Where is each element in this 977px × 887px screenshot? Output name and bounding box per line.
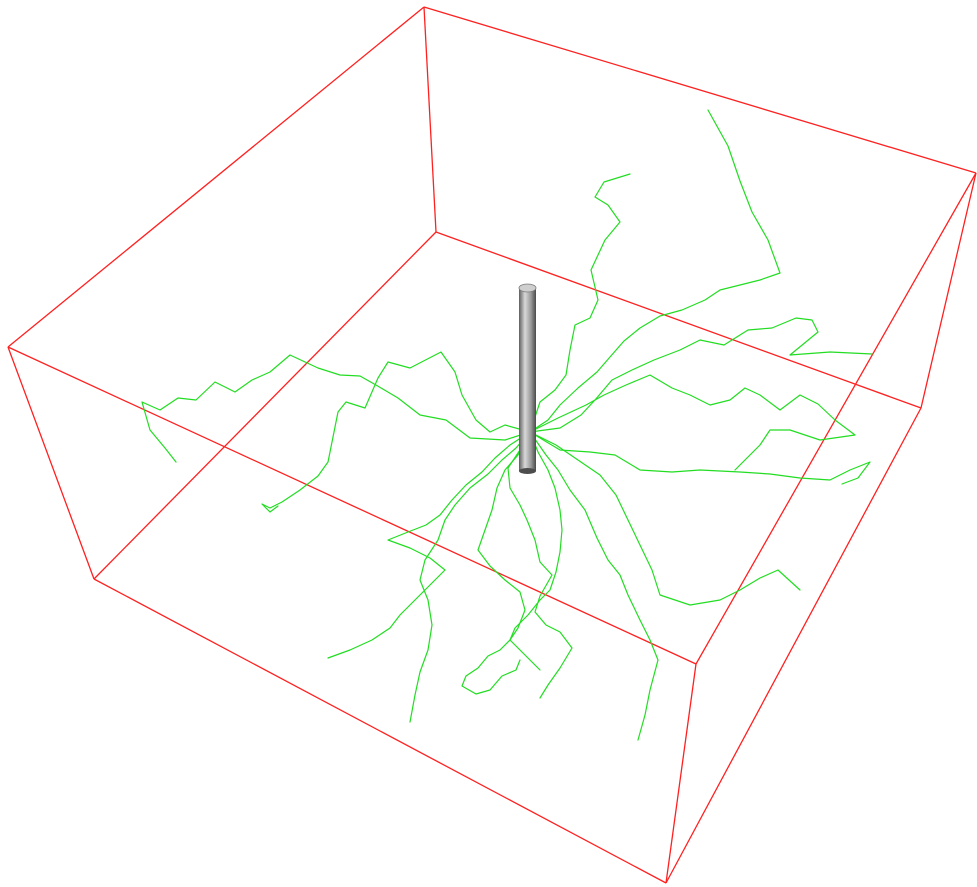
walk-path <box>327 431 531 659</box>
box-edge-top-front-right <box>695 172 977 665</box>
walk-path <box>529 431 801 606</box>
box-edge-top-front-left <box>7 346 697 665</box>
rod-top-cap <box>518 283 537 293</box>
box-edge-vertical-back <box>423 6 437 233</box>
walk-path <box>509 431 563 671</box>
walk-path <box>409 431 531 723</box>
box-edge-vertical-front <box>665 663 697 884</box>
walk-path <box>529 317 873 433</box>
random-walk-paths <box>141 109 873 741</box>
box-edge-bottom-front-right <box>665 407 922 884</box>
walk-path <box>529 431 659 741</box>
rod-bottom-cap <box>519 468 536 474</box>
walk-path <box>507 431 573 699</box>
box-edge-bottom-front-left <box>93 578 667 884</box>
walk-path <box>529 431 871 485</box>
rod-body <box>519 288 536 471</box>
box-edge-top-back-right <box>423 6 977 174</box>
box-edge-vertical-left <box>7 346 95 580</box>
box-edge-top-back-left <box>7 6 425 348</box>
bounding-box <box>7 6 977 884</box>
walk-path <box>529 109 781 433</box>
walk-path <box>261 351 531 513</box>
walk-path <box>529 374 856 471</box>
walk-path <box>529 173 631 433</box>
central-rod <box>518 283 537 474</box>
walk-path <box>141 354 531 463</box>
box-edge-vertical-right <box>920 172 977 409</box>
box-edge-bottom-back-right <box>435 231 922 409</box>
box-edge-bottom-back-left <box>93 231 437 580</box>
walk-path <box>461 431 531 695</box>
